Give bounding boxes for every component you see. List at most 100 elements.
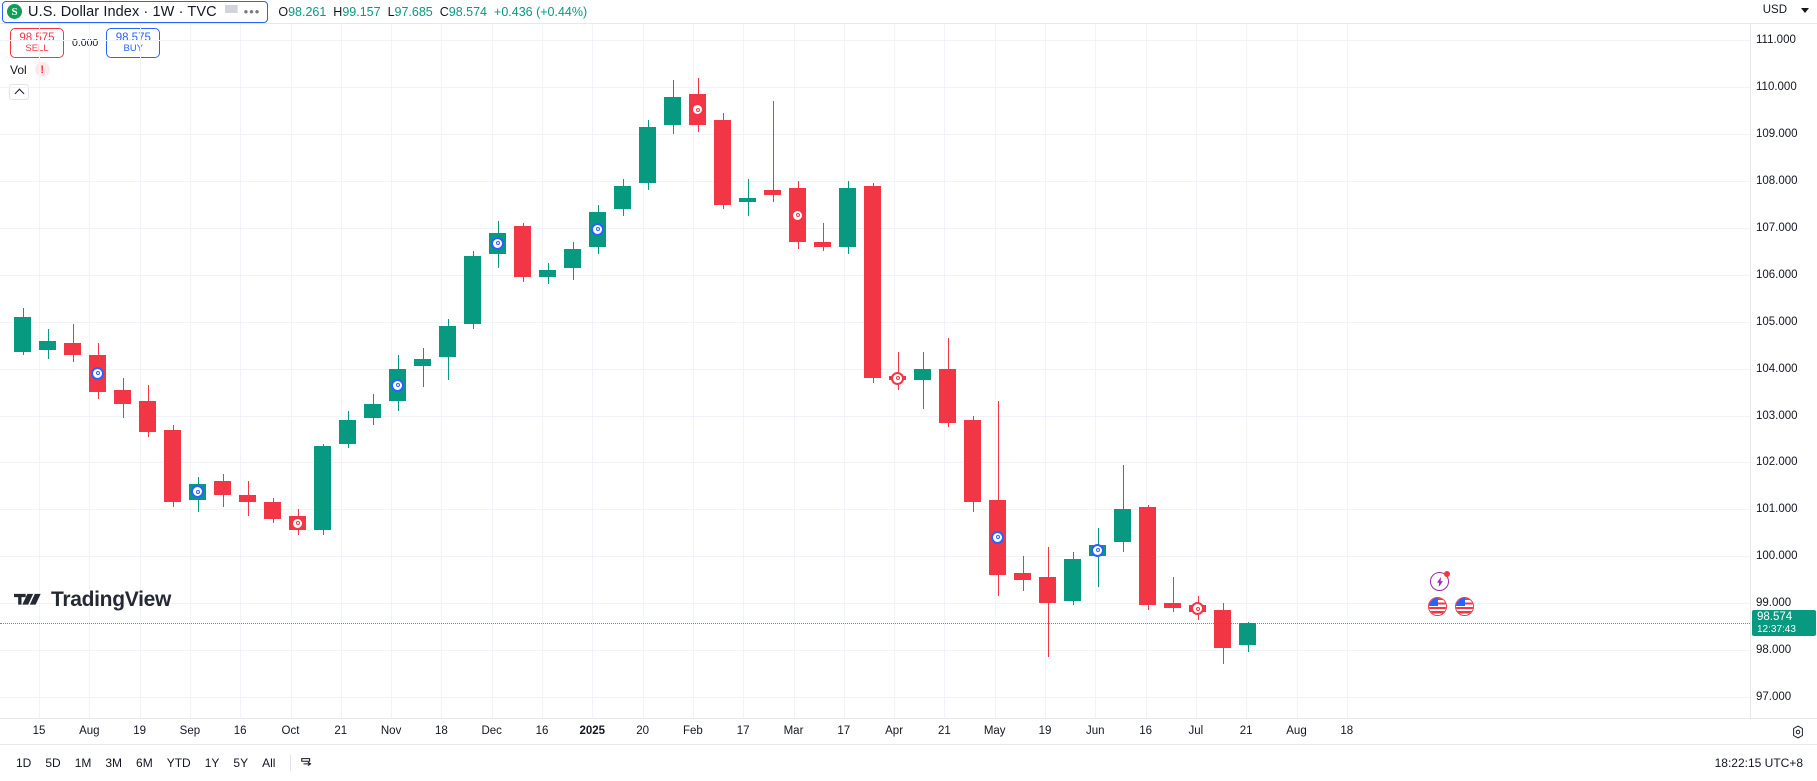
last-price-badge: 98.574 12:37:43: [1752, 610, 1816, 637]
price-axis-tick: 97.000: [1756, 690, 1792, 703]
timeframe-button-6m[interactable]: 6M: [136, 756, 153, 770]
gridline-horizontal: [0, 181, 1750, 183]
gridline-horizontal: [0, 134, 1750, 136]
chart-event-marker[interactable]: [991, 530, 1004, 544]
gridline-vertical: [1095, 24, 1096, 718]
more-options-icon[interactable]: •••: [243, 3, 261, 19]
gridline-vertical: [693, 24, 694, 718]
candle-body: [614, 185, 631, 210]
warning-icon[interactable]: !: [34, 62, 50, 77]
time-axis-tick: 19: [1038, 725, 1052, 737]
timeframe-button-5d[interactable]: 5D: [45, 756, 61, 770]
candle-body: [1039, 577, 1056, 604]
gridline-horizontal: [0, 40, 1750, 42]
gridline-vertical: [743, 24, 744, 718]
price-axis-tick: 110.000: [1756, 81, 1797, 94]
timeframe-button-1d[interactable]: 1D: [16, 756, 32, 770]
volume-indicator-legend[interactable]: Vol !: [10, 62, 50, 77]
currency-label[interactable]: USD: [1762, 4, 1787, 16]
candle-wick: [1097, 528, 1099, 587]
us-flag-event-icon-2[interactable]: [1455, 597, 1474, 616]
time-axis[interactable]: 15 Aug 19 Sep 16 Oct 21 Nov 18 Dec 16 2025 20 Feb 17 Ma…: [0, 718, 1817, 744]
chart-event-marker[interactable]: [1091, 543, 1104, 557]
time-axis-tick: 21: [334, 725, 348, 737]
tradingview-logo-icon: [14, 593, 41, 605]
candle-body: [814, 242, 831, 247]
timeframe-button-3m[interactable]: 3M: [105, 756, 123, 770]
candle-body: [514, 225, 531, 278]
chart-event-marker[interactable]: [891, 371, 904, 385]
candle-body: [839, 188, 856, 247]
spread-value: 0.000: [72, 37, 99, 49]
symbol-selector[interactable]: S U.S. Dollar Index · 1W · TVC •••: [2, 0, 269, 23]
candle-body: [314, 446, 331, 531]
price-axis-tick: 108.000: [1756, 175, 1798, 188]
open-label: O: [278, 4, 289, 19]
chart-event-marker[interactable]: [91, 366, 104, 380]
chart-event-marker[interactable]: [791, 208, 804, 222]
gridline-vertical: [894, 24, 895, 718]
time-axis-tick: 18: [1340, 725, 1354, 737]
gridline-vertical: [1045, 24, 1046, 718]
chart-event-marker[interactable]: [591, 222, 604, 236]
time-axis-tick: Oct: [281, 725, 300, 737]
gridline-vertical: [643, 24, 644, 718]
gridline-horizontal: [0, 556, 1750, 558]
chart-header-toolbar: S U.S. Dollar Index · 1W · TVC ••• O98.2…: [0, 0, 1817, 24]
chart-event-marker[interactable]: [491, 236, 504, 250]
us-flag-event-icon[interactable]: [1428, 597, 1447, 616]
chart-canvas[interactable]: TradingView: [0, 24, 1750, 718]
candle-wick: [822, 223, 824, 252]
time-axis-tick: 21: [1239, 725, 1253, 737]
candle-body: [739, 197, 756, 203]
calendar-icon[interactable]: [300, 756, 314, 770]
candle-body: [964, 420, 981, 503]
time-axis-tick: Jun: [1086, 725, 1105, 737]
candle-body: [864, 185, 881, 379]
candle-body: [539, 270, 556, 278]
candle-body: [114, 389, 131, 404]
candle-body: [1014, 572, 1031, 580]
gridline-vertical: [492, 24, 493, 718]
gridline-horizontal: [0, 87, 1750, 89]
collapse-pane-button[interactable]: [9, 84, 29, 100]
time-axis-tick: 20: [636, 725, 649, 737]
candle-body: [64, 342, 81, 355]
price-axis-tick: 109.000: [1756, 128, 1798, 141]
candle-body: [764, 190, 781, 196]
session-clock: 18:22:15 UTC+8: [1714, 756, 1803, 770]
price-axis-tick: 104.000: [1756, 362, 1798, 375]
timeframe-button-all[interactable]: All: [262, 756, 276, 770]
chevron-down-icon[interactable]: [1801, 8, 1809, 13]
chart-event-marker[interactable]: [191, 485, 204, 499]
price-axis-tick: 106.000: [1756, 268, 1798, 281]
gear-icon[interactable]: [1791, 725, 1805, 739]
tradingview-watermark-text: TradingView: [51, 588, 172, 611]
candle-body: [1239, 623, 1256, 646]
price-axis-tick: 102.000: [1756, 456, 1798, 469]
price-axis-tick: 99.000: [1756, 597, 1792, 610]
close-value: 98.574: [448, 4, 488, 19]
low-value: 97.685: [394, 4, 433, 19]
candle-body: [714, 120, 731, 205]
timeframe-button-ytd[interactable]: YTD: [166, 756, 191, 770]
price-axis[interactable]: 98.574 12:37:43 111.000 110.000 109.000 108…: [1750, 24, 1817, 718]
chart-event-marker[interactable]: [691, 103, 704, 117]
timeframe-button-5y[interactable]: 5Y: [233, 756, 249, 770]
gridline-vertical: [794, 24, 795, 718]
chart-event-marker[interactable]: [291, 516, 304, 530]
chart-event-marker[interactable]: [1191, 602, 1204, 616]
flag-icon: [224, 5, 238, 18]
timeframe-button-1y[interactable]: 1Y: [204, 756, 220, 770]
lightning-event-icon[interactable]: [1430, 571, 1450, 591]
gridline-horizontal: [0, 462, 1750, 464]
chart-event-marker[interactable]: [391, 378, 404, 392]
candle-body: [39, 340, 56, 350]
time-axis-tick: Aug: [1286, 725, 1307, 737]
time-axis-tick: 21: [937, 725, 951, 737]
close-label: C: [439, 4, 449, 19]
timeframe-button-1m[interactable]: 1M: [74, 756, 92, 770]
event-alert-dot: [1444, 571, 1450, 577]
gridline-horizontal: [0, 650, 1750, 651]
time-axis-tick: Feb: [682, 725, 703, 737]
